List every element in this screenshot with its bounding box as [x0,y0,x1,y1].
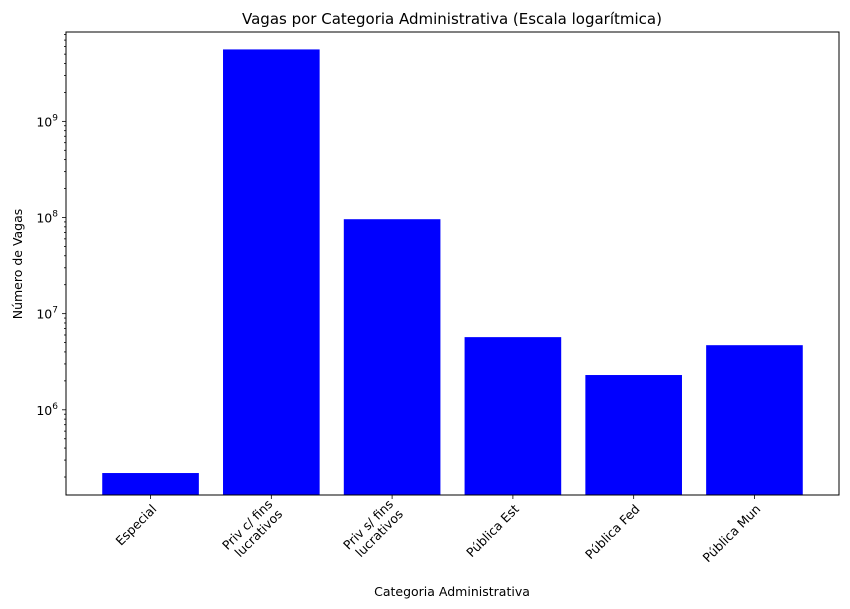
x-axis-ticks: Especial Priv c/ finslucrativos Priv s/ fi… [112,495,763,565]
x-tick-label-5: Pública Mun [700,501,764,565]
x-tick-label-4: Pública Fed [582,501,643,562]
bar-0 [102,473,199,495]
bar-4 [585,375,682,495]
y-tick-label-1: 107 [36,306,58,322]
bar-5 [706,345,803,495]
y-axis-label: Número de Vagas [10,209,25,320]
plot-frame [65,31,840,496]
bar-3 [464,337,562,495]
x-tick-label-1: Priv c/ finslucrativos [219,496,285,562]
bar-2 [343,219,441,495]
y-axis-ticks: 106 107 108 109 [36,34,66,478]
chart-title: Vagas por Categoria Administrativa (Esca… [242,10,662,28]
x-tick-label-2: Priv s/ finslucrativos [340,496,406,562]
y-tick-label-3: 109 [36,113,58,129]
x-axis-label: Categoria Administrativa [374,584,530,599]
bar-1 [223,49,320,495]
y-tick-label-0: 106 [36,402,58,418]
x-tick-label-3: Pública Est [463,501,522,560]
y-tick-label-2: 108 [36,210,58,226]
x-tick-label-0: Especial [112,501,159,548]
bars-group [102,49,803,495]
